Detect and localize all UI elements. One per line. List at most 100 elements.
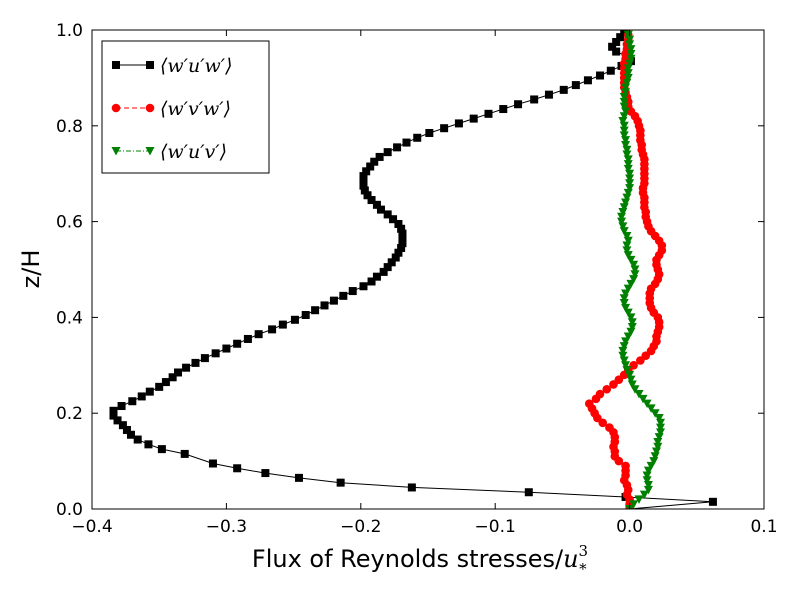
series-3-point	[634, 390, 644, 399]
series-1-point	[182, 363, 191, 372]
series-3-point	[642, 471, 652, 480]
series-3-point	[625, 35, 635, 45]
series-1-point	[514, 100, 523, 109]
series-1-point	[372, 200, 381, 209]
series-3-point	[622, 145, 632, 155]
series-3-point	[625, 59, 635, 69]
x-axis-label: Flux of Reynolds stresses/u3 *	[252, 542, 588, 578]
series-1-point	[524, 488, 533, 497]
series-3-point	[643, 485, 653, 495]
series-3-point	[650, 409, 660, 418]
series-3-point	[621, 136, 631, 145]
series-3-point	[618, 117, 628, 126]
series-1-point	[402, 138, 411, 147]
series-3-point	[626, 375, 636, 385]
legend-label: ⟨w′u′v′⟩	[160, 141, 227, 163]
series-3-point	[619, 299, 629, 308]
legend-entry-3: ⟨w′u′v′⟩	[111, 141, 227, 163]
series-1-point	[359, 176, 368, 185]
series-1-point	[329, 296, 338, 305]
series-1-point	[109, 411, 118, 420]
series-2-point	[602, 384, 612, 394]
series-3-point	[619, 93, 629, 102]
series-1-point	[375, 152, 384, 161]
series-1-point	[379, 267, 388, 276]
series-1-point	[290, 315, 299, 324]
series-1-point	[383, 210, 392, 219]
x-axis-label-sup: 3	[579, 542, 589, 560]
series-3-point	[656, 418, 666, 428]
series-3-point	[627, 380, 637, 389]
series-1-point	[596, 71, 605, 80]
series-3-point	[623, 188, 633, 198]
series-1-point	[126, 430, 135, 439]
x-tick-label: −0.1	[475, 517, 516, 537]
series-1-point	[367, 277, 376, 286]
series-3-point	[626, 327, 636, 337]
y-axis-label: z/H	[17, 250, 45, 289]
series-3-point	[630, 270, 640, 279]
series-1-point	[122, 425, 131, 434]
series-3-point	[642, 476, 652, 485]
series-1-point	[168, 373, 177, 382]
x-axis-label-text: Flux of Reynolds stresses/	[252, 545, 564, 573]
x-tick-label: −0.2	[340, 517, 381, 537]
y-tick-label: 0.0	[56, 500, 83, 520]
series-1-point	[243, 334, 252, 343]
series-1-point	[398, 234, 407, 243]
series-3-point	[622, 241, 632, 251]
series-3-point	[621, 88, 631, 97]
series-1-point	[180, 449, 189, 458]
series-1	[109, 30, 717, 509]
series-1-point	[157, 445, 166, 454]
series-3-point	[654, 433, 664, 442]
series-1-point	[133, 435, 142, 444]
series-1-point	[137, 392, 146, 401]
series-1-point	[413, 133, 422, 142]
series-1-point	[606, 66, 615, 75]
series-1-point	[320, 301, 329, 310]
series-3-point	[618, 222, 628, 231]
series-1-point	[359, 172, 368, 181]
series-3-point	[629, 500, 639, 509]
x-tick-label: −0.4	[71, 517, 112, 537]
series-3-point	[638, 394, 648, 404]
series-1-point	[191, 358, 200, 367]
series-1-point	[233, 464, 242, 473]
series-3-point	[629, 275, 639, 284]
tick-layer: −0.4 −0.3 −0.2 −0.1 0.0 0.1 0.0 0.2 0.4 0.6 0.8 1.0	[56, 21, 778, 537]
series-3-point	[621, 83, 631, 92]
series-3-point	[619, 131, 629, 140]
series-3-point	[646, 404, 656, 413]
series-1-point	[360, 186, 369, 195]
series-3-point	[619, 227, 629, 236]
series-3-point	[621, 107, 631, 116]
series-3-point	[622, 246, 632, 255]
series-1-point	[348, 287, 357, 296]
series-3-point	[642, 399, 652, 409]
series-1-point	[544, 90, 553, 99]
series-1-point	[616, 33, 625, 42]
series-1-point	[484, 109, 493, 118]
series-3-point	[617, 212, 627, 222]
series-1-point	[254, 330, 263, 339]
legend-label: ⟨w′v′w′⟩	[160, 98, 231, 120]
series-3-point	[622, 366, 632, 375]
series-3-point	[634, 495, 644, 504]
series-3-point	[623, 236, 633, 246]
series-1-point	[383, 148, 392, 157]
series-1-point	[571, 81, 580, 90]
series-1-point	[454, 119, 463, 128]
series-1-point	[144, 440, 153, 449]
x-axis-label-sub: *	[579, 560, 587, 578]
y-tick-label: 0.6	[56, 213, 83, 233]
series-1-point	[391, 253, 400, 262]
series-1-point	[359, 282, 368, 291]
series-2-point	[605, 423, 614, 432]
series-1-point	[372, 272, 381, 281]
legend-swatch-marker	[145, 103, 155, 113]
series-1-point	[359, 181, 368, 190]
series-3-point	[623, 155, 633, 164]
series-1-point	[499, 105, 508, 114]
